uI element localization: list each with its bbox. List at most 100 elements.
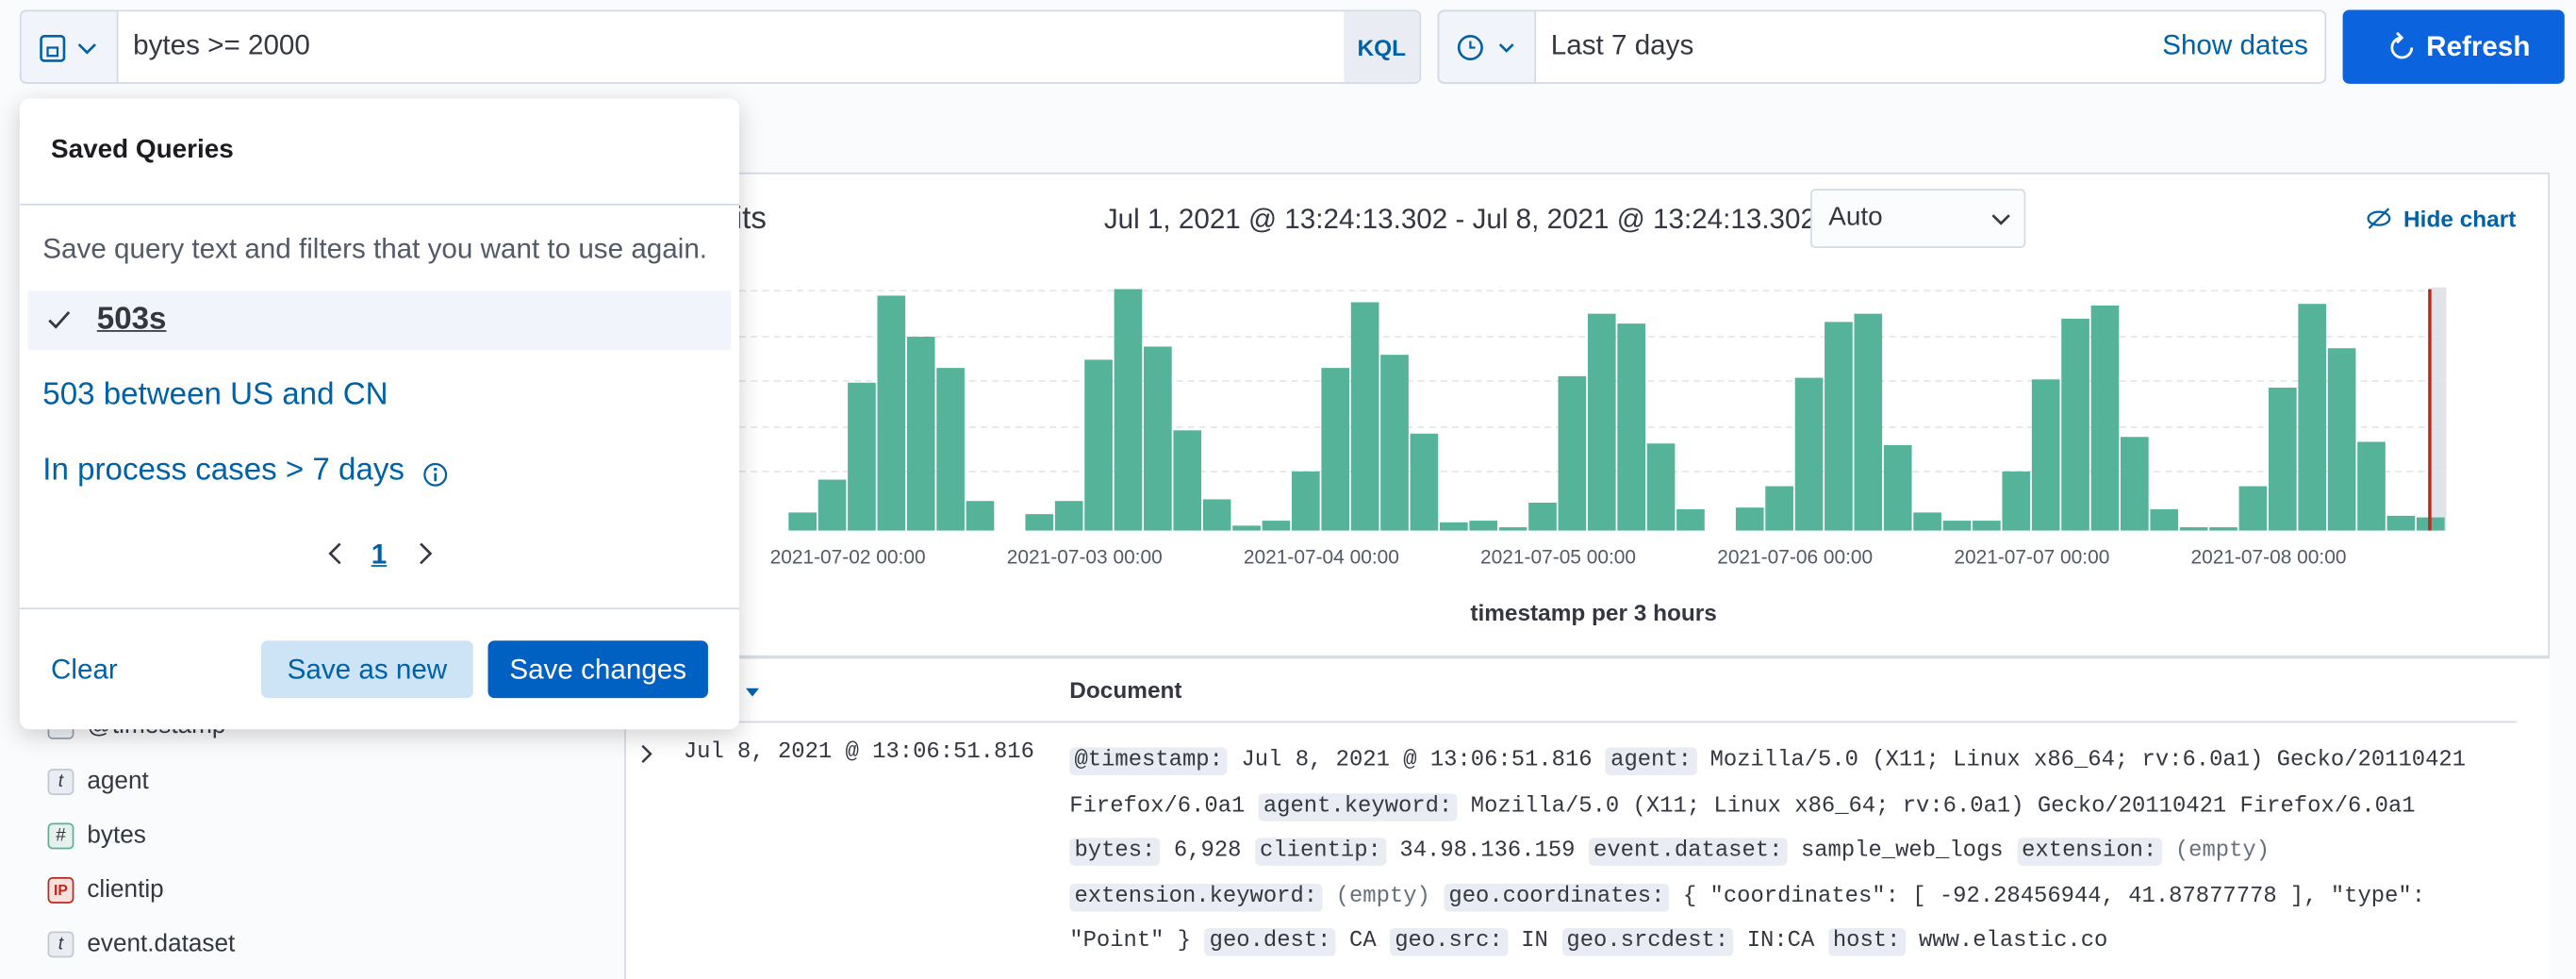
saved-query[interactable]: 503 between US and CN [42, 377, 388, 413]
save-changes-button[interactable]: Save changes [487, 640, 708, 699]
info-icon[interactable] [422, 461, 449, 488]
field-name[interactable]: clientip [87, 875, 164, 904]
field-key: geo.coordinates: [1444, 883, 1670, 911]
time-range: Last 7 days [1550, 29, 1694, 61]
field-key: agent: [1605, 747, 1697, 776]
saved-query[interactable]: 503s [96, 302, 167, 338]
bar [966, 501, 995, 531]
bar [906, 337, 935, 531]
x-axis-title: timestamp per 3 hours [1470, 601, 1716, 626]
field-icon: # [47, 822, 74, 850]
field-value: Mozilla/5.0 (X11; Linux x86_64; rv:6.0a1… [1470, 794, 2416, 820]
saved-query-button[interactable] [19, 9, 119, 84]
show-dates[interactable]: Show dates [2162, 29, 2308, 61]
clear-button[interactable]: Clear [51, 654, 118, 686]
bar [1439, 522, 1468, 531]
date-picker[interactable] [1437, 9, 2327, 84]
bar [2238, 486, 2268, 531]
bar [1765, 486, 1793, 531]
x-tick-label: 2021-07-03 00:00 [1007, 547, 1163, 569]
field-name[interactable]: agent [87, 767, 149, 795]
bar [1617, 324, 1645, 531]
field-value: 34.98.136.159 [1399, 838, 1576, 865]
bar [1469, 521, 1498, 531]
hide-chart[interactable]: Hide chart [2403, 205, 2517, 232]
bar [936, 368, 965, 531]
bar [1380, 355, 1409, 531]
row-time: Jul 8, 2021 @ 13:06:51.816 [683, 740, 1034, 766]
query-input[interactable] [19, 9, 1422, 84]
quick-menu-button[interactable] [1437, 9, 1537, 84]
field-key: geo.src: [1389, 928, 1508, 956]
check-icon [48, 310, 71, 329]
bar [877, 295, 906, 531]
saved-query[interactable]: In process cases > 7 days [42, 453, 405, 489]
chevron-right[interactable] [639, 742, 655, 765]
bar [2061, 318, 2089, 531]
bar [817, 479, 847, 531]
field-name[interactable]: event.dataset [87, 929, 236, 958]
bar [788, 512, 817, 531]
bar [2357, 441, 2386, 531]
chevron [1991, 214, 2010, 225]
bar [1054, 501, 1083, 531]
field-value: IN [1521, 929, 1548, 954]
field-key: geo.srcdest: [1561, 928, 1734, 956]
divider [19, 607, 740, 610]
bar [1825, 322, 1853, 531]
future-shade [2431, 287, 2447, 531]
bar [1410, 433, 1439, 531]
field-key: host: [1827, 928, 1906, 956]
bar [1202, 499, 1231, 531]
field-value: (empty) [2174, 838, 2271, 865]
refresh-icon [2390, 30, 2413, 58]
prev-page[interactable] [323, 540, 346, 567]
language-toggle[interactable]: KQL [1344, 11, 1420, 83]
field-value: (empty) [1335, 884, 1430, 909]
field-value: 6,928 [1173, 838, 1242, 865]
bar [2031, 379, 2060, 531]
bar [1292, 471, 1320, 531]
bar [2209, 527, 2237, 531]
divider [19, 203, 740, 206]
document-header: Document [1069, 676, 1182, 704]
x-tick-label: 2021-07-06 00:00 [1717, 547, 1873, 569]
field-key: @timestamp: [1069, 747, 1229, 776]
bar [1973, 521, 2001, 531]
bar [1942, 521, 1972, 531]
bar [1084, 359, 1113, 531]
next-page[interactable] [414, 540, 437, 567]
bar [2179, 527, 2208, 531]
interval-select[interactable]: Auto [1810, 189, 2026, 248]
query-text: bytes >= 2000 [133, 29, 310, 61]
refresh-button[interactable]: Refresh [2342, 9, 2565, 84]
save-icon [40, 35, 96, 62]
header-rule [624, 721, 2518, 723]
bar [1587, 313, 1616, 531]
histogram: 2021-07-02 00:00 2021-07-03 00:00 2021-07-… [739, 287, 2447, 626]
bar [1913, 512, 1941, 531]
field-value: Jul 8, 2021 @ 13:06:51.816 [1241, 749, 1593, 774]
save-as-new-button[interactable]: Save as new [261, 640, 473, 699]
field-icon: IP [47, 877, 74, 904]
interval-value: Auto [1828, 203, 1883, 232]
bar [1528, 502, 1557, 531]
bar [1676, 508, 1705, 531]
bar [1232, 525, 1261, 531]
bar [1114, 289, 1143, 531]
sort-arrow[interactable] [744, 687, 764, 700]
field-key: agent.keyword: [1258, 792, 1458, 821]
selected-row[interactable] [27, 290, 732, 350]
bar [2386, 515, 2416, 531]
bar [1173, 430, 1202, 531]
refresh-label: Refresh [2426, 30, 2531, 62]
bar [848, 382, 876, 531]
field-key: bytes: [1069, 838, 1161, 866]
saved-queries-popover: Saved Queries Save query text and filter… [19, 98, 740, 730]
field-name[interactable]: bytes [87, 821, 146, 850]
page-number[interactable]: 1 [371, 539, 388, 571]
field-value: Mozilla/5.0 (X11; Linux x86_64; rv:6.0a1… [1069, 749, 2467, 820]
bar [1558, 375, 1587, 531]
